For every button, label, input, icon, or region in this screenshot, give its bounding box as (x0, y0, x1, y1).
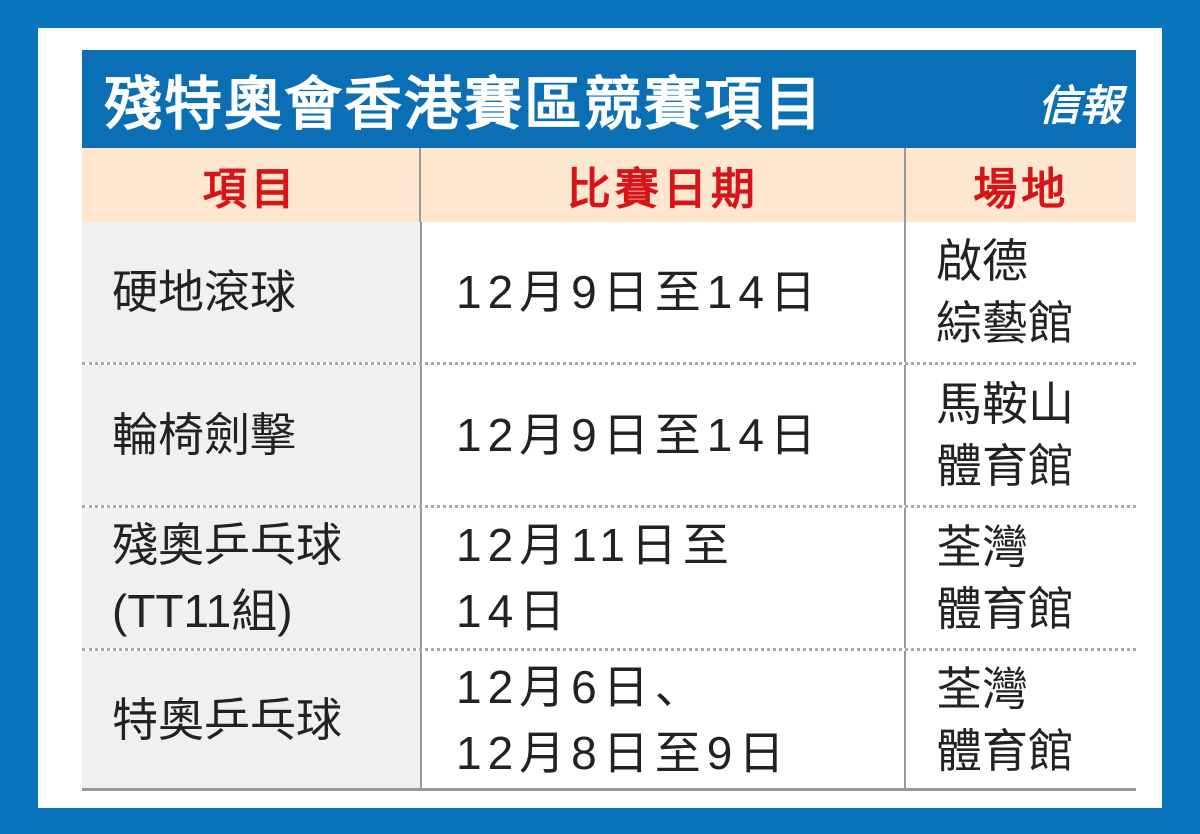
table-row: 特奧乒乓球 12月6日、 12月8日至9日 荃灣體育館 (82, 651, 1136, 791)
table-row: 殘奧乒乓球 (TT11組) 12月11日至 14日 荃灣體育館 (82, 508, 1136, 651)
venue-line: 綜藝館 (936, 297, 1074, 349)
events-table: 殘特奧會香港賽區競賽項目 信報 項目 比賽日期 場地 硬地滾球 12月9日至14日… (82, 50, 1136, 791)
cell-venue: 荃灣 體育館 (904, 651, 1134, 788)
hkej-logo: 信報 (1037, 81, 1122, 130)
cell-event: 特奧乒乓球 (82, 651, 420, 788)
dates-line: 14日 (456, 585, 572, 637)
page-title: 殘特奧會香港賽區競賽項目 (104, 72, 825, 137)
venue-line: 啟德 (936, 235, 1028, 287)
venue-line: 體育館 (936, 583, 1074, 635)
dates-line: 12月11日至 (456, 519, 735, 571)
cell-venue: 啟德 綜藝館 (904, 222, 1134, 362)
cell-event: 輪椅劍擊 (82, 365, 420, 505)
table-row: 輪椅劍擊 12月9日至14日 馬鞍山體育館 (82, 365, 1136, 508)
cell-dates: 12月6日、 12月8日至9日 (420, 651, 904, 788)
cell-dates: 12月9日至14日 (420, 222, 904, 362)
venue-line: 馬鞍山 (936, 378, 1074, 430)
cell-venue: 荃灣 體育館 (904, 508, 1134, 648)
cell-dates: 12月11日至 14日 (420, 508, 904, 648)
dates-line: 12月9日至14日 (456, 409, 822, 461)
event-line: 殘奧乒乓球 (112, 519, 342, 571)
dates-line: 12月9日至14日 (456, 266, 822, 318)
cell-event: 殘奧乒乓球 (TT11組) (82, 508, 420, 648)
table-row: 硬地滾球 12月9日至14日 啟德綜藝館 (82, 222, 1136, 365)
event-line: 特奧乒乓球 (112, 693, 342, 746)
event-line: 硬地滾球 (112, 266, 296, 318)
dates-line: 12月6日、 (456, 660, 707, 713)
cell-venue: 馬鞍山 體育館 (904, 365, 1134, 505)
venue-line: 荃灣 (936, 662, 1028, 715)
header-venue: 場地 (904, 148, 1136, 222)
cell-dates: 12月9日至14日 (420, 365, 904, 505)
venue-line: 體育館 (936, 440, 1074, 492)
venue-line: 荃灣 (936, 521, 1028, 573)
venue-line: 體育館 (936, 724, 1074, 777)
cell-event: 硬地滾球 (82, 222, 420, 362)
title-bar: 殘特奧會香港賽區競賽項目 信報 (82, 50, 1136, 148)
dates-line: 12月8日至9日 (456, 726, 791, 779)
event-line: 輪椅劍擊 (112, 409, 296, 461)
header-dates: 比賽日期 (419, 148, 904, 222)
header-event: 項目 (202, 165, 299, 214)
event-line: (TT11組) (112, 585, 293, 637)
table-header: 項目 比賽日期 場地 (82, 148, 1136, 222)
